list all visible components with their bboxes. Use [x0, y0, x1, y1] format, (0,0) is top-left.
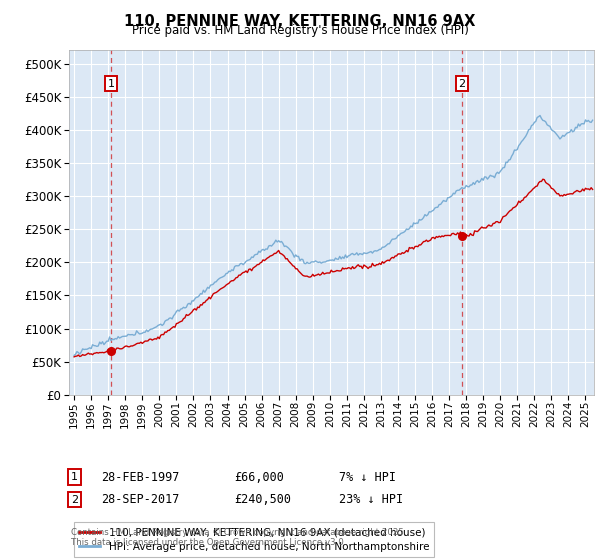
Text: 28-FEB-1997: 28-FEB-1997: [101, 470, 179, 484]
Text: 23% ↓ HPI: 23% ↓ HPI: [339, 493, 403, 506]
Text: 1: 1: [71, 472, 78, 482]
Text: Price paid vs. HM Land Registry's House Price Index (HPI): Price paid vs. HM Land Registry's House …: [131, 24, 469, 37]
Legend: 110, PENNINE WAY, KETTERING, NN16 9AX (detached house), HPI: Average price, deta: 110, PENNINE WAY, KETTERING, NN16 9AX (d…: [74, 522, 434, 557]
Text: 2: 2: [71, 494, 78, 505]
Text: £66,000: £66,000: [234, 470, 284, 484]
Text: 28-SEP-2017: 28-SEP-2017: [101, 493, 179, 506]
Text: 110, PENNINE WAY, KETTERING, NN16 9AX: 110, PENNINE WAY, KETTERING, NN16 9AX: [124, 14, 476, 29]
Text: Contains HM Land Registry data © Crown copyright and database right 2025.
This d: Contains HM Land Registry data © Crown c…: [71, 528, 406, 547]
Text: 1: 1: [107, 78, 115, 88]
Text: 7% ↓ HPI: 7% ↓ HPI: [339, 470, 396, 484]
Text: £240,500: £240,500: [234, 493, 291, 506]
Text: 2: 2: [458, 78, 466, 88]
